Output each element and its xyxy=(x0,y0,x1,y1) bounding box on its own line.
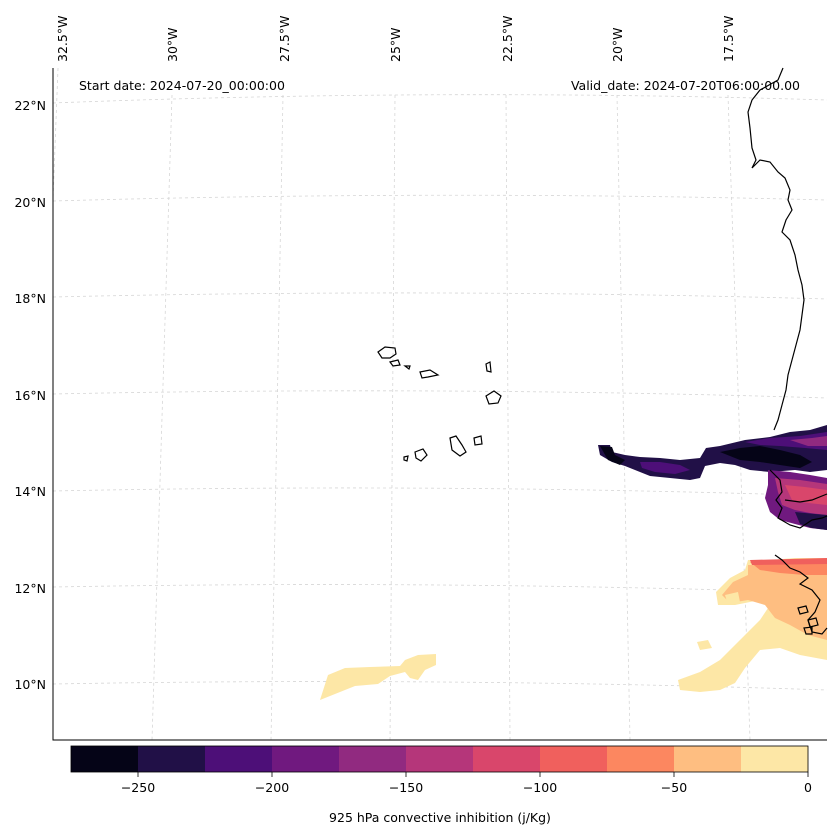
cape-verde-fogo xyxy=(414,448,428,462)
colorbar-tick-label: −50 xyxy=(661,780,687,795)
map-frame xyxy=(52,68,827,741)
colorbar-swatch xyxy=(71,746,139,772)
colorbar: −250 −200 −150 −100 −50 0 925 hPa convective … xyxy=(70,745,812,825)
coastlines xyxy=(377,67,828,635)
cin-band-north-black xyxy=(600,446,812,468)
parallel-14n xyxy=(52,487,828,497)
colorbar-swatch xyxy=(607,746,675,772)
cin-south-yellow-patch xyxy=(725,592,740,605)
lat-label-14n: 14°N xyxy=(14,484,46,499)
parallel-10n xyxy=(52,681,828,691)
colorbar-border xyxy=(70,745,809,773)
lat-label-18n: 18°N xyxy=(14,291,46,306)
cin-band-north-purple xyxy=(640,432,827,474)
colorbar-swatch xyxy=(272,746,340,772)
lon-label-27-5w: 27.5°W xyxy=(277,16,292,62)
meridian-32-5w xyxy=(52,67,59,201)
lat-label-22n: 22°N xyxy=(14,98,46,113)
lat-label-12n: 12°N xyxy=(14,581,46,596)
cin-southwest-yellow xyxy=(320,654,436,700)
gambia-river xyxy=(784,493,828,503)
bijagos-islands xyxy=(797,605,819,635)
parallel-12n xyxy=(52,584,828,594)
colorbar-tick-label: −150 xyxy=(389,780,423,795)
colorbar-tick-label: −200 xyxy=(255,780,289,795)
lon-label-30w: 30°W xyxy=(165,27,180,62)
africa-coastline-south xyxy=(769,469,828,529)
cape-verde-brava xyxy=(403,455,409,462)
start-date-label: Start date: 2024-07-20_00:00:00 xyxy=(79,78,285,93)
colorbar-ticks: −250 −200 −150 −100 −50 0 xyxy=(121,772,812,795)
colorbar-tick-label: −250 xyxy=(121,780,155,795)
cape-verde-santa-luzia xyxy=(403,365,411,370)
cin-coast-red xyxy=(785,485,827,505)
colorbar-swatch xyxy=(138,746,206,772)
lat-label-20n: 20°N xyxy=(14,195,46,210)
map-panel xyxy=(52,67,828,741)
lon-label-25w: 25°W xyxy=(388,27,403,62)
map-background xyxy=(53,68,827,740)
colorbar-swatch xyxy=(205,746,273,772)
colorbar-swatch xyxy=(674,746,742,772)
cape-verde-santo-antao xyxy=(377,346,397,359)
cin-small-yellow xyxy=(697,640,712,650)
parallel-16n xyxy=(52,390,828,399)
lon-label-22-5w: 22.5°W xyxy=(500,16,515,62)
colorbar-swatch xyxy=(741,746,809,772)
cape-verde-sao-vicente xyxy=(388,359,401,367)
colorbar-swatch xyxy=(339,746,407,772)
lon-label-32-5w: 32.5°W xyxy=(55,16,70,62)
colorbar-swatch xyxy=(473,746,541,772)
lat-label-10n: 10°N xyxy=(14,677,46,692)
gridlines xyxy=(52,67,828,741)
cin-south-red xyxy=(750,558,827,565)
lon-label-17-5w: 17.5°W xyxy=(721,16,736,62)
parallel-20n xyxy=(52,194,828,202)
lat-label-16n: 16°N xyxy=(14,388,46,403)
latitude-labels: 22°N 20°N 18°N 16°N 14°N 12°N 10°N xyxy=(14,98,46,692)
cape-verde-boa-vista xyxy=(485,390,502,405)
colorbar-tick-label: −100 xyxy=(523,780,557,795)
colorbar-swatch xyxy=(540,746,608,772)
colorbar-label: 925 hPa convective inhibition (j/Kg) xyxy=(329,810,551,825)
parallel-18n xyxy=(52,292,828,300)
cape-verde-sal xyxy=(485,361,492,373)
africa-coastline xyxy=(747,67,805,431)
parallel-22n xyxy=(52,94,828,104)
cin-band-north-magenta xyxy=(790,436,827,446)
cape-verde-maio xyxy=(473,435,483,446)
colorbar-tick-label: 0 xyxy=(804,780,812,795)
cape-verde-santiago xyxy=(449,435,467,457)
cin-south-orange-light xyxy=(722,563,827,640)
longitude-labels: 32.5°W 30°W 27.5°W 25°W 22.5°W 20°W 17.5… xyxy=(55,16,736,62)
colorbar-swatches xyxy=(71,746,809,772)
colorbar-swatch xyxy=(406,746,474,772)
cape-verde-sao-nicolau xyxy=(419,369,440,379)
lon-label-20w: 20°W xyxy=(610,27,625,62)
valid-date-label: Valid_date: 2024-07-20T06:00:00.00 xyxy=(571,78,800,93)
